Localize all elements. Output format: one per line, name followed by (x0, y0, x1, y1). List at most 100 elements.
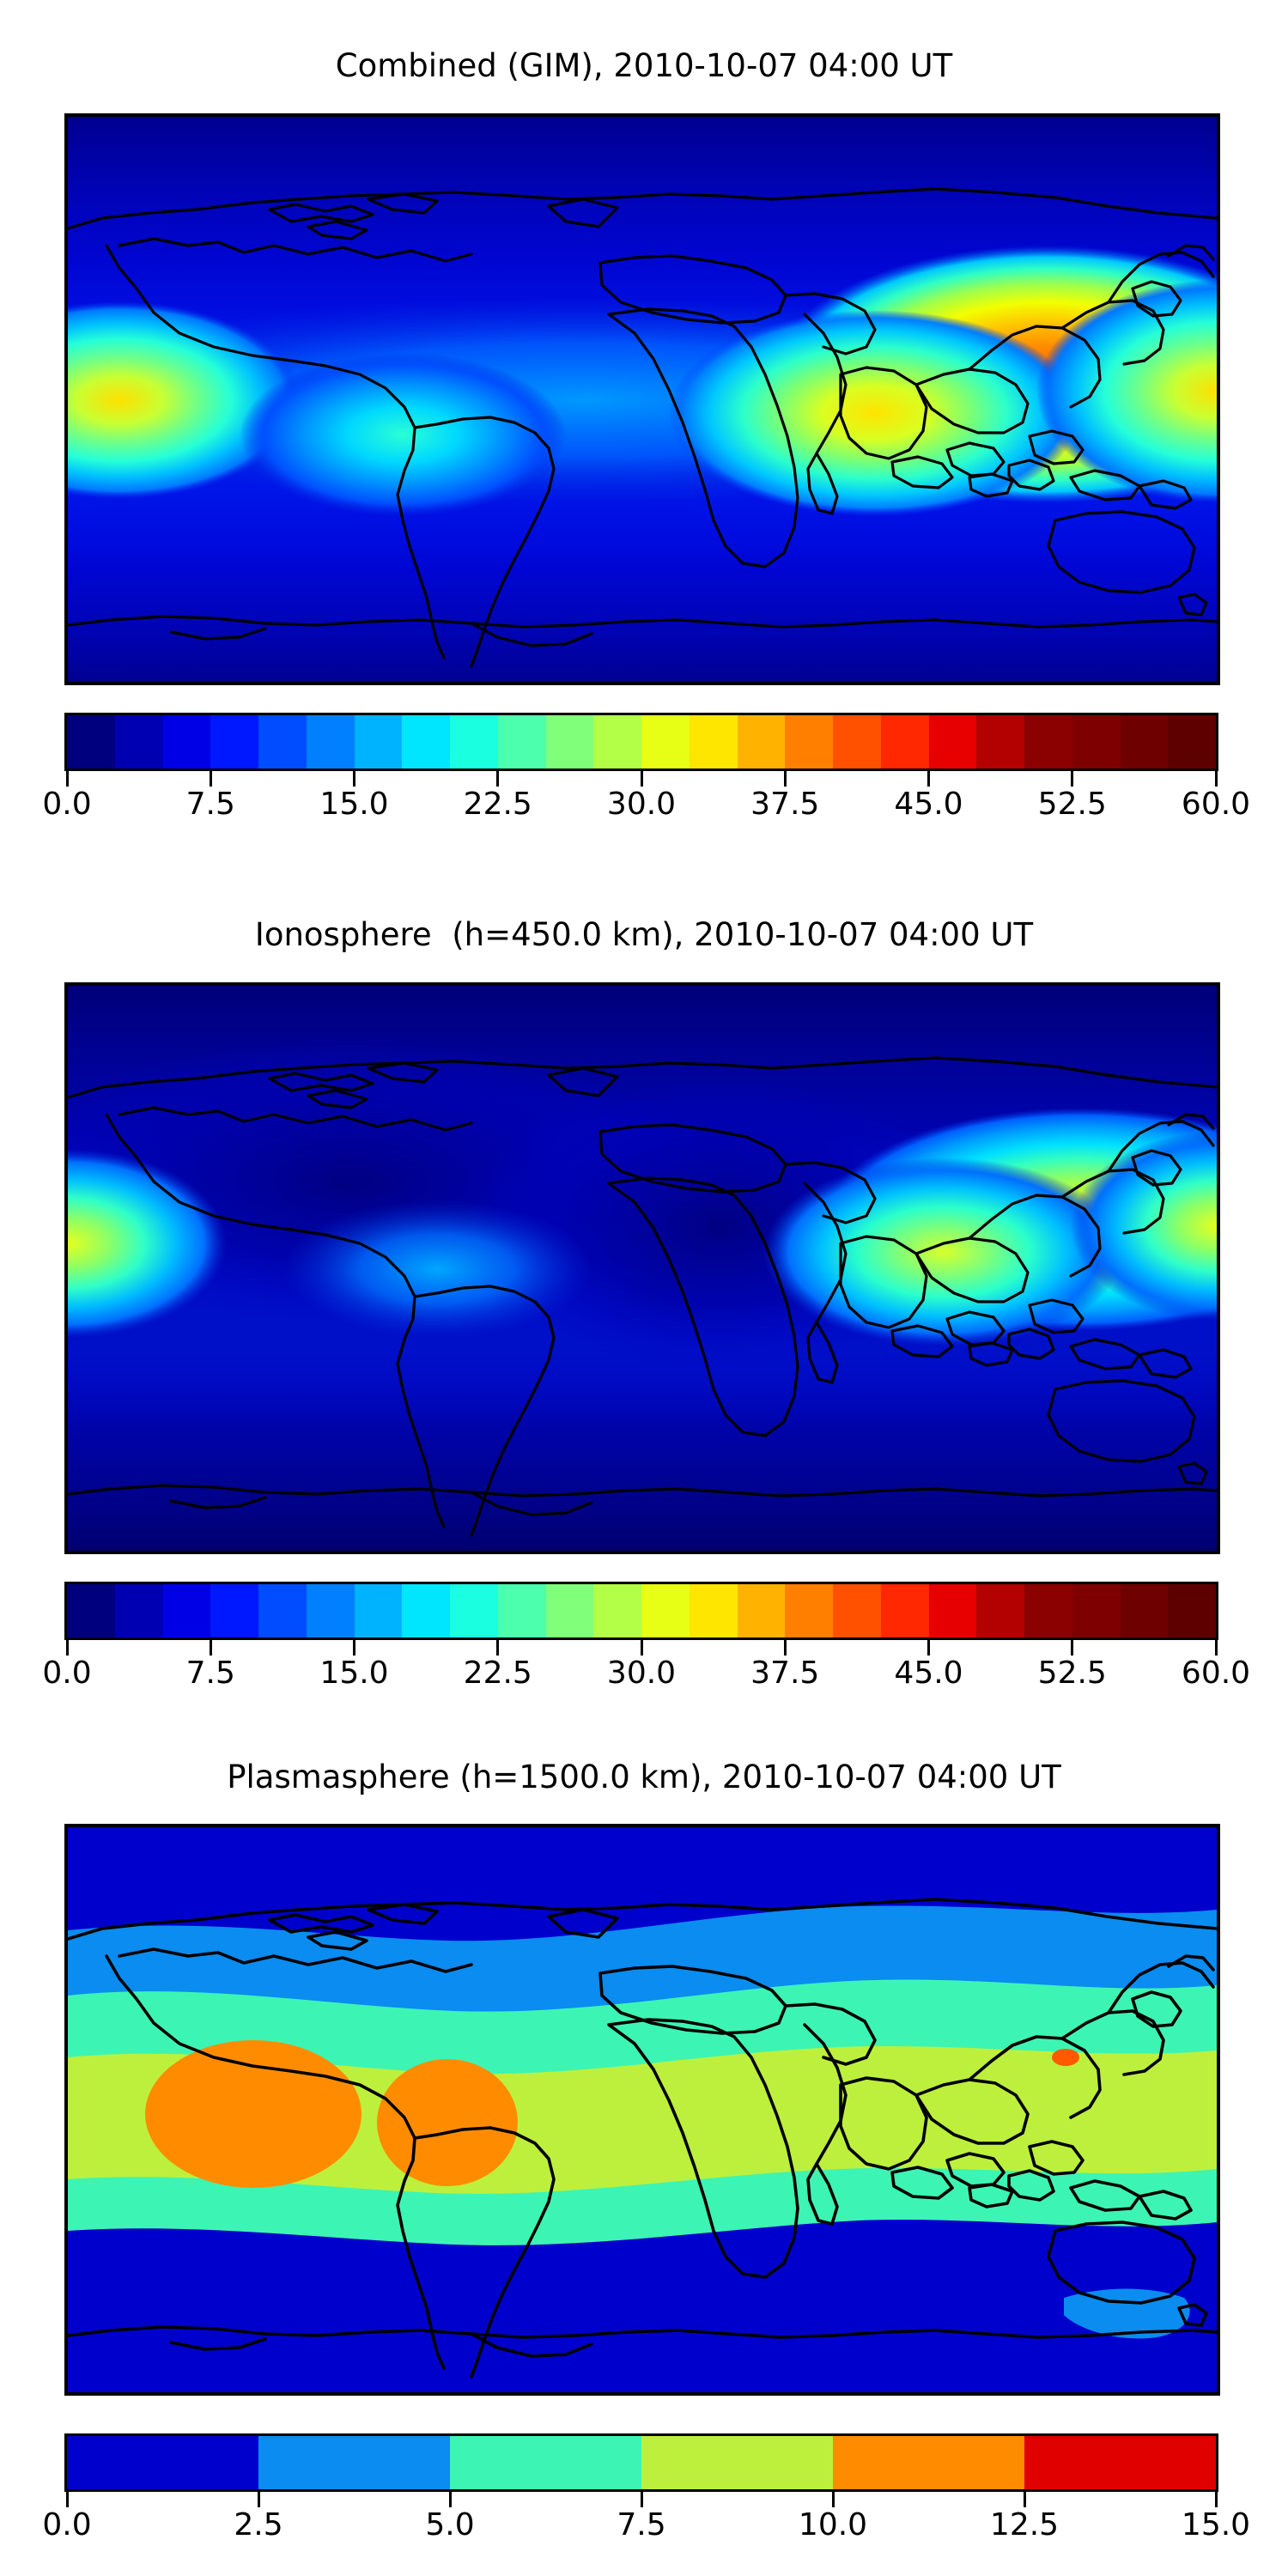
colorbar-band (545, 1584, 594, 1637)
colorbar-labels-combined: 0.0 7.5 15.0 22.5 30.0 37.5 45.0 52.5 60.0 (42, 787, 1250, 828)
colorbar-tick-label: 60.0 (1181, 1656, 1251, 1691)
colorbar-band (593, 715, 641, 769)
colorbar-labels-plasmasphere: 0.0 2.5 5.0 7.5 10.0 12.5 15.0 (42, 2507, 1250, 2549)
colorbar-band (593, 1584, 641, 1637)
colorbar-tick-label: 22.5 (463, 787, 532, 822)
colorbar-tick-label: 22.5 (463, 1656, 532, 1691)
colorbar-band (497, 1584, 546, 1637)
colorbar-band (737, 715, 786, 769)
colorbar-band (450, 2436, 641, 2489)
colorbar-tick-label: 52.5 (1037, 787, 1107, 822)
colorbar-band (497, 715, 546, 769)
colorbar-tick-label: 0.0 (42, 1656, 92, 1691)
colorbar-tick-mark (65, 771, 69, 787)
colorbar-tick-label: 52.5 (1037, 1656, 1107, 1691)
colorbar-tick-mark (783, 1640, 787, 1656)
colorbar-bands-combined (64, 713, 1218, 771)
colorbar-band (976, 715, 1024, 769)
colorbar-tick-mark (640, 1640, 643, 1656)
colorbar-tick-mark (257, 2492, 260, 2507)
colorbar-band (402, 715, 450, 769)
colorbar-plasmasphere: 0.0 2.5 5.0 7.5 10.0 12.5 15.0 (42, 2433, 1250, 2549)
colorbar-tick-mark (927, 771, 930, 787)
colorbar-band (162, 1584, 211, 1637)
colorbar-tick-label: 7.5 (617, 2507, 666, 2543)
colorbar-band (545, 715, 594, 769)
colorbar-band (67, 715, 115, 769)
coastlines-combined (68, 187, 1217, 668)
panel-plasmasphere: Plasmasphere (h=1500.0 km), 2010-10-07 0… (0, 1738, 1288, 2576)
colorbar-band (1168, 715, 1216, 769)
colorbar-tick-mark (640, 771, 643, 787)
colorbar-ionosphere: 0.0 7.5 15.0 22.5 30.0 37.5 45.0 52.5 60.0 (42, 1582, 1250, 1697)
colorbar-band (354, 715, 403, 769)
colorbar-band (641, 1584, 690, 1637)
colorbar-band (67, 2436, 258, 2489)
colorbar-band (785, 1584, 833, 1637)
colorbar-tick-label: 15.0 (1181, 2507, 1251, 2543)
colorbar-tick-mark (1214, 1640, 1218, 1656)
colorbar-tick-mark (209, 771, 212, 787)
colorbar-tick-mark (496, 1640, 500, 1656)
colorbar-band (114, 715, 163, 769)
colorbar-band (1168, 1584, 1216, 1637)
panel-ionosphere: Ionosphere (h=450.0 km), 2010-10-07 04:0… (0, 869, 1288, 1728)
colorbar-ticks-ionosphere (64, 1640, 1218, 1656)
map-canvas-plasmasphere (68, 1827, 1217, 2392)
colorbar-band (1072, 1584, 1121, 1637)
map-combined-gim (64, 113, 1220, 685)
colorbar-tick-mark (1214, 771, 1218, 787)
colorbar-tick-mark (831, 2492, 835, 2507)
colorbar-tick-label: 60.0 (1181, 787, 1251, 822)
colorbar-tick-label: 7.5 (185, 1656, 235, 1691)
colorbar-band (258, 2436, 450, 2489)
colorbar-tick-label: 0.0 (42, 787, 92, 822)
colorbar-tick-label: 5.0 (425, 2507, 475, 2543)
colorbar-tick-label: 45.0 (894, 787, 963, 822)
map-plasmasphere (64, 1824, 1220, 2396)
colorbar-band (641, 2436, 833, 2489)
colorbar-tick-mark (1071, 771, 1074, 787)
colorbar-band (785, 715, 833, 769)
colorbar-band (833, 715, 881, 769)
colorbar-tick-mark (65, 2492, 69, 2507)
colorbar-tick-label: 2.5 (234, 2507, 283, 2543)
colorbar-bands-ionosphere (64, 1582, 1218, 1640)
colorbar-band (162, 715, 211, 769)
colorbar-band (1120, 1584, 1169, 1637)
colorbar-band (67, 1584, 115, 1637)
colorbar-band (880, 715, 929, 769)
colorbar-bands-plasmasphere (64, 2433, 1218, 2492)
colorbar-tick-mark (448, 2492, 452, 2507)
colorbar-ticks-plasmasphere (64, 2492, 1218, 2507)
colorbar-band (1072, 715, 1121, 769)
colorbar-band (1024, 715, 1072, 769)
colorbar-combined: 0.0 7.5 15.0 22.5 30.0 37.5 45.0 52.5 60.0 (42, 713, 1250, 828)
colorbar-band (210, 715, 258, 769)
coastlines-ionosphere (68, 1056, 1217, 1537)
colorbar-band (450, 715, 498, 769)
colorbar-band (258, 1584, 307, 1637)
colorbar-band (1024, 2436, 1216, 2489)
colorbar-band (114, 1584, 163, 1637)
colorbar-band (258, 715, 307, 769)
colorbar-band (833, 1584, 881, 1637)
colorbar-band (928, 715, 977, 769)
colorbar-ticks-combined (64, 771, 1218, 787)
colorbar-band (402, 1584, 450, 1637)
colorbar-band (306, 1584, 355, 1637)
colorbar-tick-label: 30.0 (606, 1656, 677, 1691)
colorbar-band (833, 2436, 1024, 2489)
panel-combined-gim: Combined (GIM), 2010-10-07 04:00 UT (0, 0, 1288, 859)
colorbar-band (976, 1584, 1024, 1637)
panel-title-ionosphere: Ionosphere (h=450.0 km), 2010-10-07 04:0… (254, 916, 1034, 953)
colorbar-tick-label: 37.5 (750, 787, 820, 822)
colorbar-tick-label: 45.0 (894, 1656, 963, 1691)
colorbar-tick-label: 12.5 (989, 2507, 1060, 2543)
colorbar-tick-mark (927, 1640, 930, 1656)
colorbar-tick-label: 0.0 (42, 2507, 92, 2543)
colorbar-band (880, 1584, 929, 1637)
colorbar-tick-mark (783, 771, 787, 787)
coastlines-plasmasphere (68, 1898, 1217, 2379)
